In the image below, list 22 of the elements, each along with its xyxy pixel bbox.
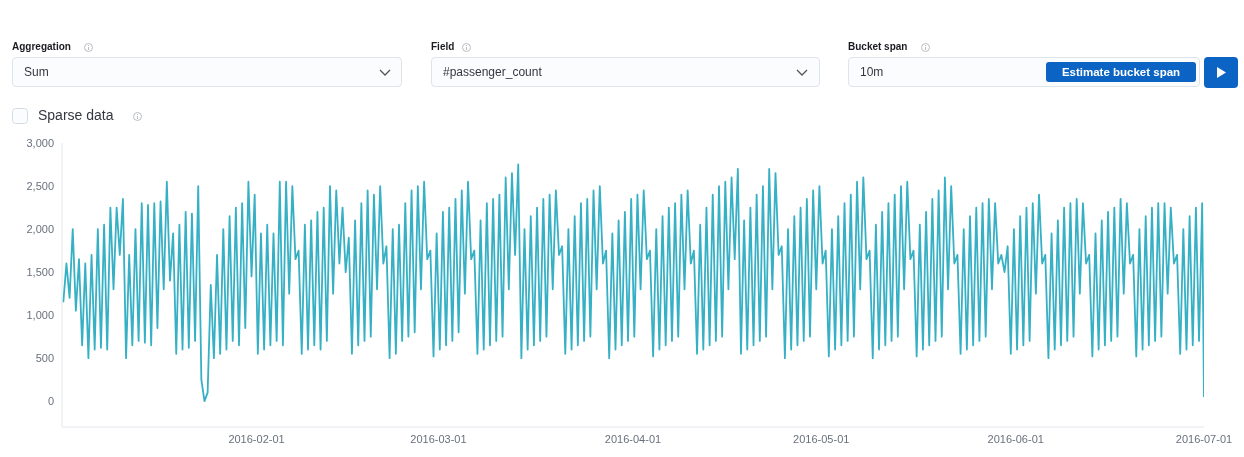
x-tick-label: 2016-03-01: [410, 432, 467, 445]
text: Aggregation: [12, 41, 71, 52]
x-tick-label: 2016-07-01: [1175, 432, 1233, 445]
text: Sum: [24, 65, 49, 79]
x-tick-label: 2016-05-01: [793, 432, 850, 445]
y-tick-label: 0: [47, 395, 54, 408]
text: Bucket span: [848, 41, 908, 52]
y-tick-label: 2,500: [26, 179, 54, 192]
y-tick-label: 3,000: [26, 136, 54, 149]
y-tick-label: 500: [35, 352, 54, 365]
x-tick-label: 2016-02-01: [228, 432, 285, 445]
y-tick-label: 2,000: [26, 222, 54, 235]
text: #passenger_count: [443, 65, 542, 79]
text: Field: [431, 41, 455, 52]
x-tick-label: 2016-04-01: [604, 432, 662, 445]
x-tick-label: 2016-06-01: [987, 432, 1044, 445]
y-tick-label: 1,500: [26, 266, 54, 278]
y-tick-label: 1,000: [26, 309, 54, 322]
text: Estimate bucket span: [1046, 62, 1196, 82]
text: 10m: [860, 65, 884, 79]
line-series: [62, 163, 1204, 403]
text: Sparse data: [38, 107, 114, 123]
